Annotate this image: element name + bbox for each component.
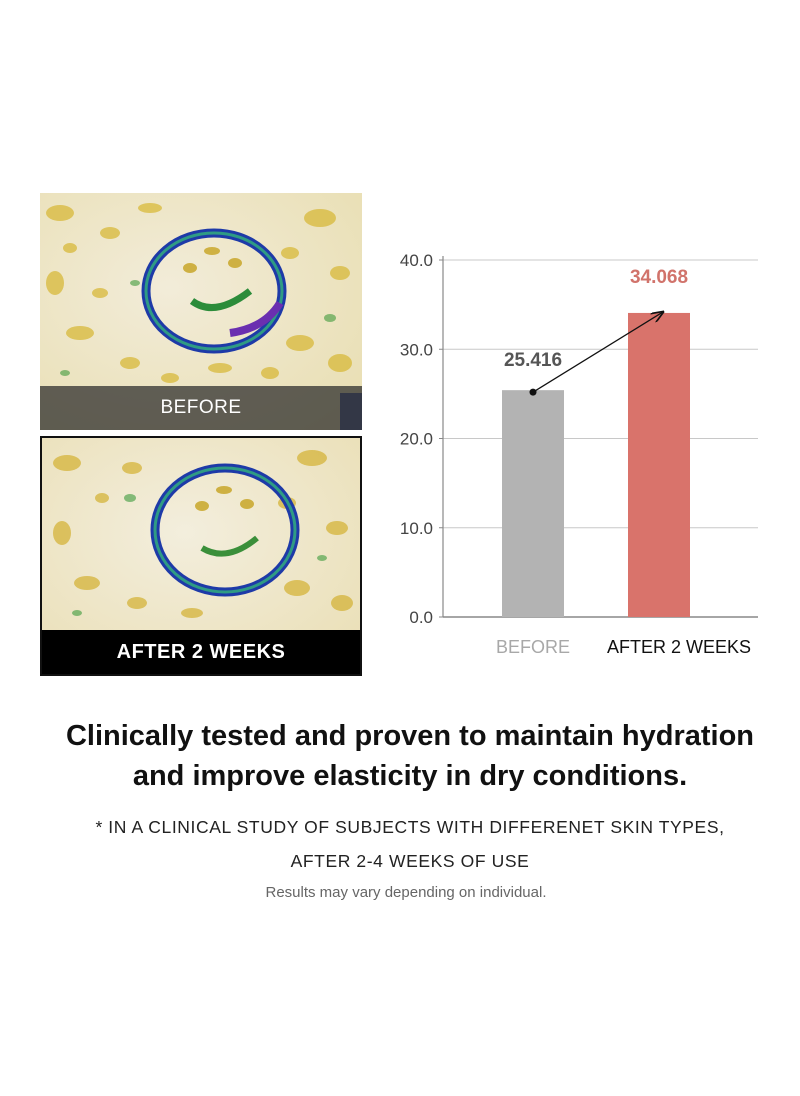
value-label-before: 25.416 [504,350,562,371]
y-tick-label: 20.0 [400,430,433,449]
x-label-after: AFTER 2 WEEKS [607,637,751,657]
headline: Clinically tested and proven to maintain… [0,716,800,796]
y-tick-label: 30.0 [400,340,433,359]
y-tick-label: 40.0 [400,251,433,270]
after-photo-label: AFTER 2 WEEKS [42,630,360,674]
footnote-line-1: * IN A CLINICAL STUDY OF SUBJECTS WITH D… [95,817,725,837]
value-label-after: 34.068 [630,267,688,288]
y-tick-label: 0.0 [409,608,433,627]
disclaimer: Results may vary depending on individual… [265,884,547,901]
headline-line-1: Clinically tested and proven to maintain… [65,720,755,752]
footnote-line-2: AFTER 2-4 WEEKS OF USE [290,851,530,871]
headline-line-2: and improve elasticity in dry conditions… [132,760,688,792]
y-tick-label: 10.0 [400,519,433,538]
hydration-bar-chart: 0.0 10.0 20.0 30.0 40.0 25.416 34.068 BEFORE AFT… [400,251,758,657]
x-label-before: BEFORE [496,637,570,657]
bar-before [502,390,564,617]
before-photo-label: BEFORE [40,386,362,430]
growth-arrow [532,312,663,393]
after-photo: AFTER 2 WEEKS [40,436,362,676]
before-photo: BEFORE [40,193,362,430]
bar-after [628,312,690,617]
